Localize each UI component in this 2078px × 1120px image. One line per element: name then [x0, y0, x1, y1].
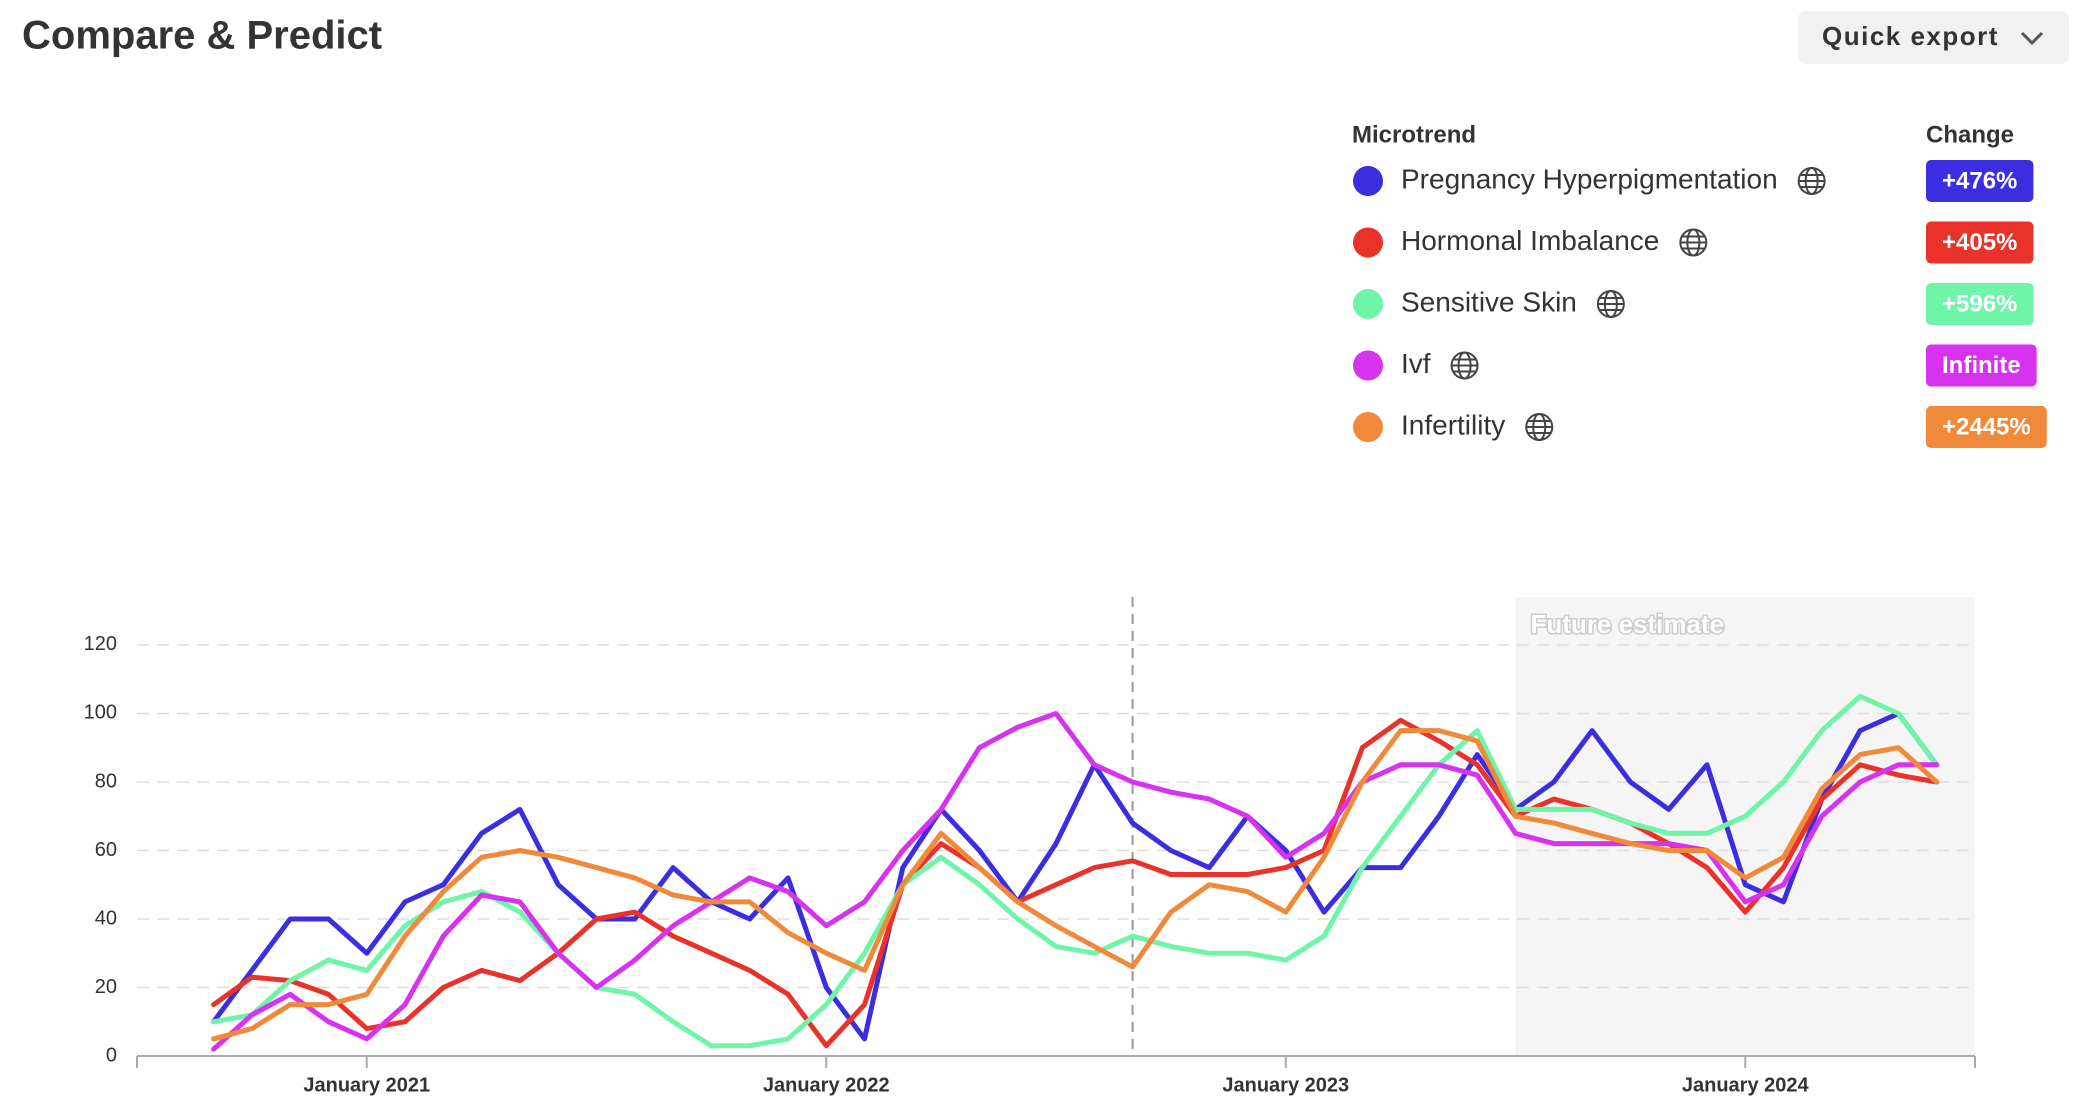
y-tick-label: 120 [84, 633, 117, 655]
change-label: +476% [1942, 167, 2017, 194]
series-line [211, 711, 1940, 1042]
change-label: +596% [1942, 290, 2017, 317]
legend-header: Microtrend [1352, 121, 1476, 148]
globe-icon [1797, 167, 1826, 195]
x-tick-label: January 2023 [1222, 1074, 1349, 1096]
y-tick-label: 100 [84, 702, 117, 724]
legend-dot [1353, 227, 1383, 258]
x-tick-label: January 2021 [303, 1074, 430, 1096]
series-line [211, 728, 1940, 1042]
change-badge [1926, 344, 2037, 387]
y-tick-label: 80 [95, 770, 117, 792]
legend-name: Ivf [1401, 348, 1431, 379]
forecast-label: Future estimate [1531, 609, 1725, 639]
change-badge [1926, 283, 2034, 325]
legend-dot [1353, 412, 1383, 442]
series-line [211, 711, 1940, 1052]
y-tick-label: 40 [95, 907, 117, 929]
globe-icon [1679, 228, 1708, 257]
series-line [211, 717, 1940, 1049]
change-header: Change [1926, 121, 2014, 148]
x-tick-label: January 2024 [1682, 1074, 1810, 1096]
legend-dot [1353, 166, 1383, 196]
export-label[interactable]: Quick export [1822, 21, 1999, 51]
export-button[interactable] [1798, 11, 2069, 64]
y-tick-label: 20 [95, 976, 117, 998]
change-label: Infinite [1942, 352, 2021, 379]
y-tick-label: 60 [95, 839, 117, 861]
legend-dot [1353, 289, 1383, 319]
change-badge [1926, 406, 2047, 448]
chevron[interactable] [2020, 31, 2044, 46]
y-tick-label: 0 [106, 1044, 117, 1066]
legend-name: Infertility [1401, 409, 1505, 440]
legend-name: Sensitive Skin [1401, 286, 1577, 317]
globe-icon [1596, 290, 1625, 318]
change-label: +405% [1942, 229, 2017, 256]
legend-name: Hormonal Imbalance [1401, 225, 1659, 256]
change-label: +2445% [1942, 413, 2031, 440]
change-badge [1926, 160, 2034, 202]
forecast-region [1515, 597, 1975, 1056]
legend-dot [1353, 350, 1383, 381]
x-tick-label: January 2022 [763, 1074, 890, 1096]
globe-icon [1450, 351, 1479, 380]
change-badge [1926, 221, 2034, 264]
page-title: Compare & Predict [22, 14, 382, 58]
series-line [211, 693, 1940, 1049]
legend-name: Pregnancy Hyperpigmentation [1401, 163, 1778, 194]
globe-icon [1525, 413, 1554, 441]
